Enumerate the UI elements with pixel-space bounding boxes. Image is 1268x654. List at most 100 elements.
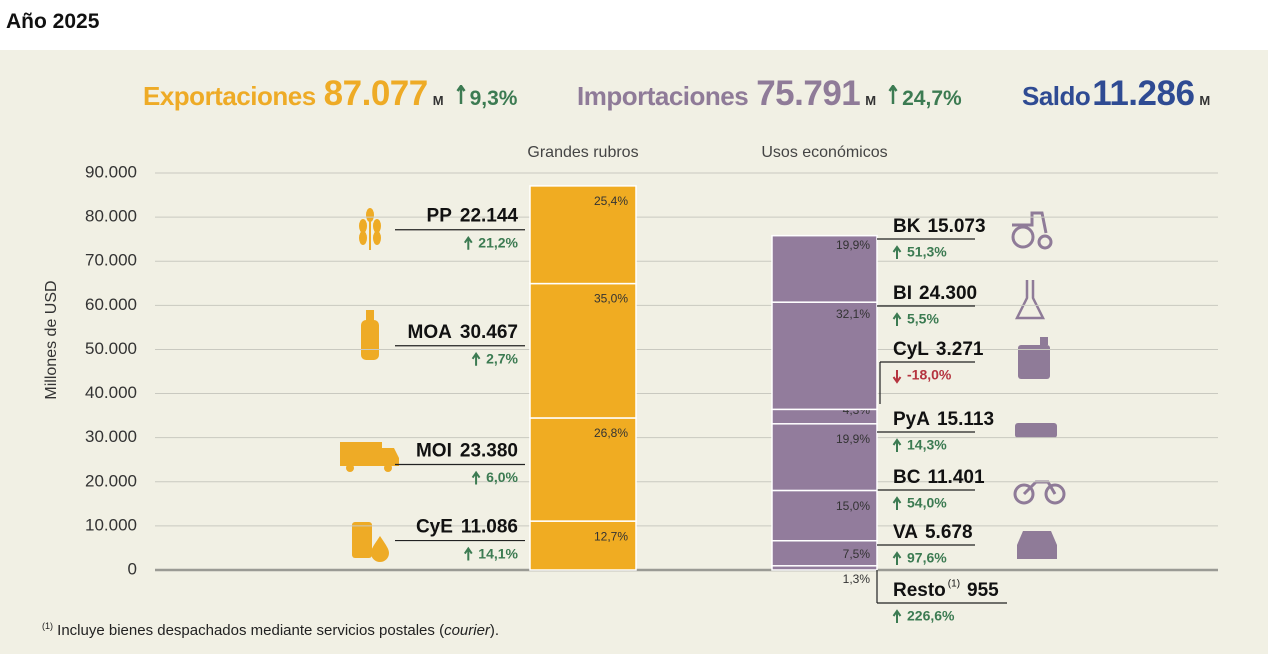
segment-share: 12,7% [594,529,628,543]
bar-group-label: Usos económicos [761,144,887,161]
segment-value: 11.086 [461,517,518,538]
segment-name: BC [893,467,921,488]
segment-note: (1) [948,579,960,590]
bar-segment [771,301,878,411]
summary-unit: M [1199,93,1211,108]
y-tick-label: 0 [128,559,137,578]
icon-oil [352,522,389,562]
summary-unit: M [865,93,877,108]
icon-bottle [361,310,379,360]
icon-screw [1015,423,1057,438]
icon-bike [1013,480,1066,505]
segment-share: 35,0% [594,292,628,306]
bar-segment [529,282,637,419]
y-tick-label: 50.000 [85,339,137,358]
arrow-shape [888,85,898,104]
icon-tractor [1011,211,1053,250]
arrow-shape [463,235,473,250]
segment-name: BK [893,216,921,237]
segment-value: 23.380 [460,441,518,462]
segment-value: 955 [967,580,999,601]
segment-change: 97,6% [907,550,947,566]
bar-segment [529,185,637,285]
summary-label: Exportaciones [143,81,316,111]
arrow [456,85,466,104]
icon-truck [340,442,399,472]
segment-share: 19,9% [836,432,870,446]
segment-name: MOI [416,441,452,462]
page-title: Año 2025 [6,10,100,33]
segment-change: 51,3% [907,244,947,260]
arrow-shape [456,85,466,104]
segment-change: 226,6% [907,608,955,624]
segment-name: BI [893,283,912,304]
bar-segment [529,417,637,522]
segment-value: 15.073 [927,216,985,237]
segment-share: 25,4% [594,194,628,208]
segment-name: PP [427,206,453,227]
arrow-shape [892,312,902,326]
segment-change: 2,7% [486,350,518,366]
bar-segment [771,489,878,542]
y-tick-label: 10.000 [85,515,137,534]
icon-flask [1014,280,1046,320]
y-tick-label: 80.000 [85,207,137,226]
summary-balance: Saldo 11.286 M [1022,74,1210,114]
bar-segment [771,423,878,492]
segment-share: 1,3% [843,572,871,586]
segment-value: 30.467 [460,322,518,343]
segment-share: 19,9% [836,238,870,252]
icon-grain [359,208,381,250]
y-tick-label: 60.000 [85,295,137,314]
segment-share: 15,0% [836,499,870,513]
icon-car [1017,531,1057,559]
segment-name: PyA [893,409,930,430]
summary-label: Saldo [1022,81,1091,111]
summary-imports: Importaciones 75.791 M 24,7% [577,74,962,114]
y-tick-label: 70.000 [85,251,137,270]
segment-change: 21,2% [478,234,518,250]
y-tick-label: 90.000 [85,162,137,181]
segment-value: 11.401 [927,467,984,488]
segment-change: 54,0% [907,495,947,511]
arrow [888,85,898,104]
bar-group-label: Grandes rubros [527,144,638,161]
segment-share: 7,5% [843,547,871,561]
segment-name: CyE [416,517,453,538]
arrow-shape [892,609,902,623]
y-axis-label: Millones de USD [43,280,60,399]
arrow-shape [463,546,473,561]
arrow-shape [471,352,481,366]
segment-name: CyL [893,339,929,360]
segment-change: 14,3% [907,437,947,453]
segment-value: 5.678 [925,522,973,543]
arrow-shape [892,551,902,565]
summary-exports: Exportaciones 87.077 M 9,3% [143,74,517,114]
bar-segment [771,234,878,303]
summary-value: 87.077 [323,74,429,113]
arrow-shape [892,438,902,452]
segment-change: 14,1% [478,545,518,561]
segment-name: Resto [893,580,946,601]
summary-value: 11.286 [1092,74,1195,113]
segment-name: MOA [408,322,453,343]
segment-name: VA [893,522,918,543]
arrow-shape [892,496,902,510]
arrow-shape [471,470,481,485]
arrow-shape [892,370,902,384]
summary-change: 24,7% [902,87,962,110]
segment-value: 3.271 [936,339,984,360]
segment-share: 32,1% [836,307,870,321]
segment-value: 22.144 [460,206,519,227]
summary-change: 9,3% [469,87,518,110]
icon-canister [1018,337,1050,379]
bar-segment [529,520,637,571]
y-tick-label: 30.000 [85,427,137,446]
footnote-marker: (1) [42,621,53,631]
segment-change: 6,0% [486,469,518,485]
segment-value: 24.300 [919,283,977,304]
segment-change: -18,0% [907,367,952,383]
y-tick-label: 20.000 [85,471,137,490]
segment-change: 5,5% [907,311,939,327]
